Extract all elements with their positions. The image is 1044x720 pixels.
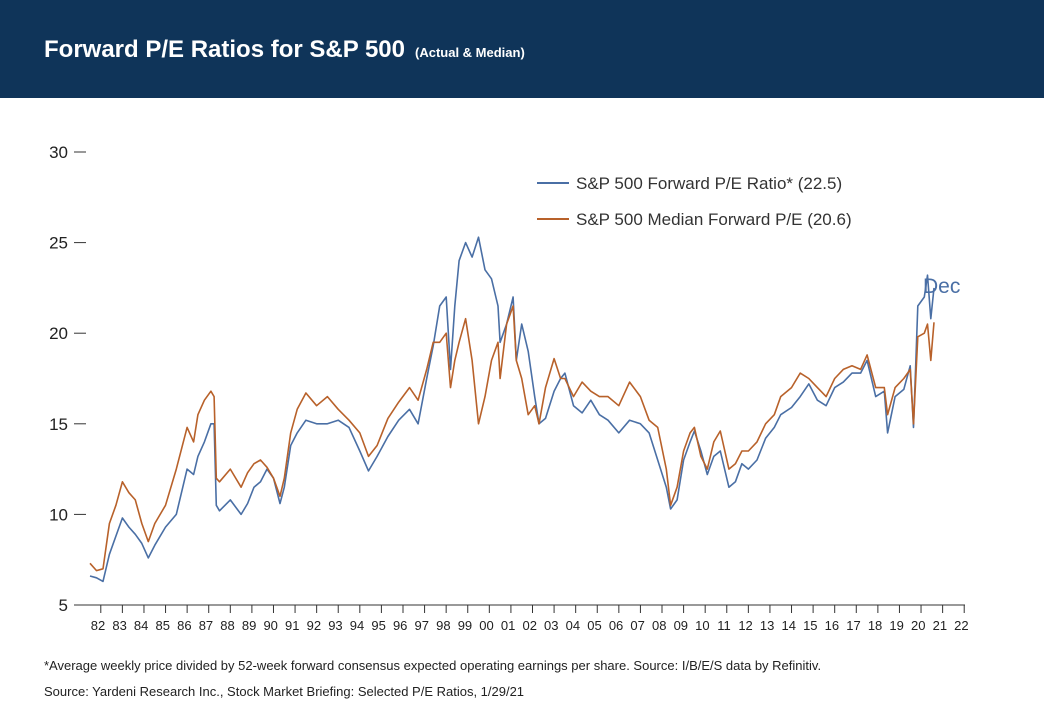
x-tick-label: 87 — [199, 618, 213, 633]
x-tick-label: 96 — [393, 618, 407, 633]
x-tick-label: 86 — [177, 618, 191, 633]
x-tick-label: 92 — [307, 618, 321, 633]
x-tick-label: 17 — [846, 618, 860, 633]
pe-ratio-line-chart: 82 83 84 85 86 87 88 89 90 91 92 93 94 95 96 97 98 99 00 01… — [49, 143, 969, 633]
x-tick-label: 09 — [674, 618, 688, 633]
footnote-source: Source: Yardeni Research Inc., Stock Mar… — [44, 684, 525, 699]
x-tick-label: 89 — [242, 618, 256, 633]
x-tick-label: 20 — [911, 618, 925, 633]
x-tick-label: 97 — [415, 618, 429, 633]
y-tick-label: 20 — [49, 324, 68, 343]
series-line-2 — [89, 305, 935, 572]
title-text: Forward P/E Ratios for S&P 500 — [44, 36, 405, 63]
x-tick-label: 19 — [889, 618, 903, 633]
x-tick-label: 98 — [436, 618, 450, 633]
x-tick-label: 88 — [220, 618, 234, 633]
x-tick-label: 08 — [652, 618, 666, 633]
x-tick-label: 04 — [566, 618, 580, 633]
x-tick-label: 82 — [91, 618, 105, 633]
legend-label-2: S&P 500 Median Forward P/E (20.6) — [576, 210, 852, 229]
chart-title: Forward P/E Ratios for S&P 500 (Actual & … — [44, 36, 525, 64]
y-tick-label: 30 — [49, 143, 68, 162]
x-tick-label: 16 — [825, 618, 839, 633]
x-tick-label: 14 — [781, 618, 795, 633]
x-tick-label: 12 — [738, 618, 752, 633]
x-tick-label: 83 — [112, 618, 126, 633]
x-tick-label: 10 — [695, 618, 709, 633]
x-tick-label: 22 — [954, 618, 968, 633]
x-tick-label: 01 — [501, 618, 515, 633]
legend-label-1: S&P 500 Forward P/E Ratio* (22.5) — [576, 174, 842, 193]
x-tick-label: 15 — [803, 618, 817, 633]
x-tick-label: 95 — [371, 618, 385, 633]
x-tick-label: 90 — [263, 618, 277, 633]
y-tick-label: 5 — [59, 596, 68, 615]
x-tick-label: 94 — [350, 618, 364, 633]
x-tick-label: 06 — [609, 618, 623, 633]
x-tick-label: 93 — [328, 618, 342, 633]
x-tick-label: 21 — [933, 618, 947, 633]
x-tick-label: 03 — [544, 618, 558, 633]
x-tick-label: 13 — [760, 618, 774, 633]
x-tick-label: 07 — [630, 618, 644, 633]
x-tick-label: 05 — [587, 618, 601, 633]
dec-annotation: Dec — [923, 275, 960, 298]
x-tick-label: 91 — [285, 618, 299, 633]
y-tick-label: 15 — [49, 415, 68, 434]
y-tick-label: 25 — [49, 234, 68, 253]
x-tick-label: 85 — [156, 618, 170, 633]
chart-subtitle: (Actual & Median) — [415, 45, 525, 60]
x-tick-label: 99 — [458, 618, 472, 633]
x-tick-label: 02 — [522, 618, 536, 633]
x-tick-label: 84 — [134, 618, 148, 633]
header-banner: Forward P/E Ratios for S&P 500 (Actual & … — [0, 0, 1044, 98]
series-line-1 — [89, 236, 935, 583]
y-tick-label: 10 — [49, 505, 68, 524]
x-tick-label: 00 — [479, 618, 493, 633]
x-tick-label: 18 — [868, 618, 882, 633]
x-tick-label: 11 — [717, 618, 731, 633]
footnote-definition: *Average weekly price divided by 52-week… — [44, 658, 822, 673]
